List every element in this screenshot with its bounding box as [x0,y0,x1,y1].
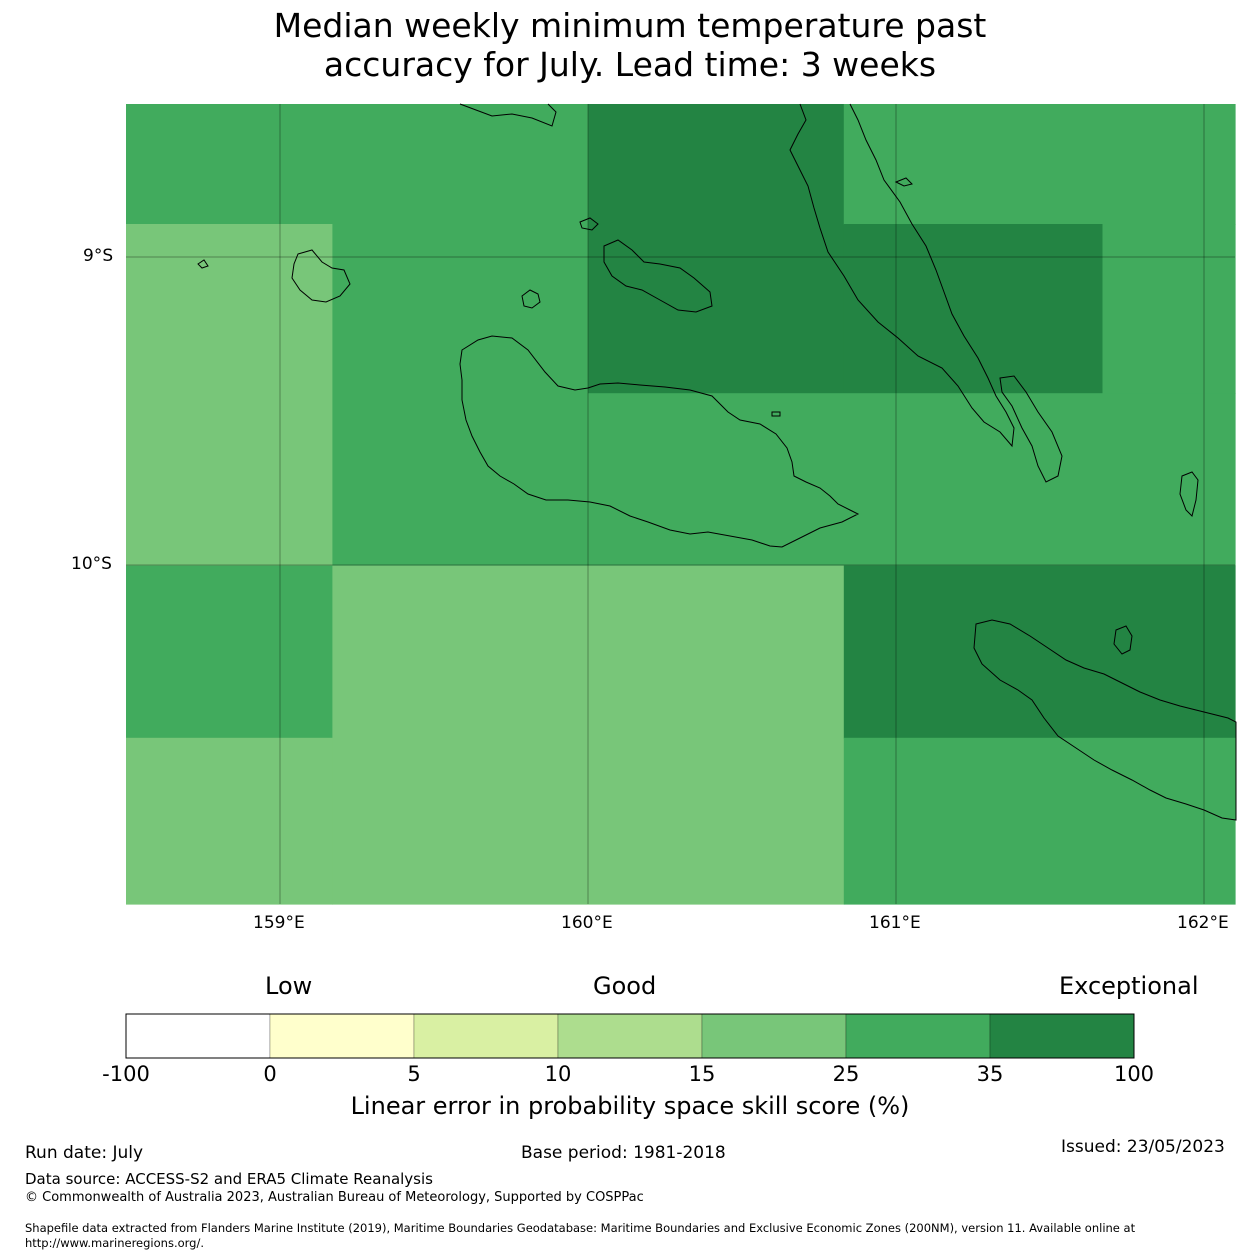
skill-cell [843,565,1236,739]
coastline-santa-isabel-tip [459,103,557,127]
chart-title-line-1: Median weekly minimum temperature past [273,6,987,45]
colorbar-tick: 0 [263,1062,277,1086]
skill-cells [126,104,1236,905]
skill-cell [126,224,333,567]
chart-title-line-2: accuracy for July. Lead time: 3 weeks [323,45,937,84]
lon-tick-161e: 161°E [869,913,921,933]
lon-tick-160e: 160°E [561,913,613,933]
skill-cell [126,737,333,905]
lon-tick-162e: 162°E [1177,913,1229,933]
coastlines [197,103,1237,821]
skill-cell [1102,224,1236,394]
issued-date: Issued: 23/05/2023 [1061,1137,1225,1157]
coastline-savo [521,289,541,309]
coastline-russell-islands [291,249,351,303]
coastline-guadalcanal [459,335,860,548]
coastline-florida-islands [603,239,713,313]
colorbar-tick: 15 [688,1062,716,1086]
coastline-islet-1 [197,259,209,269]
lon-tick-159e: 159°E [253,913,305,933]
colorbar-label: Linear error in probability space skill … [350,1092,910,1120]
coastline-makira [973,619,1237,821]
skill-cell [843,737,1236,905]
shapefile-credit-line-1: Shapefile data extracted from Flanders M… [25,1221,1136,1235]
coastline-small-malaita [999,375,1063,483]
coastline-malaita [789,103,1015,448]
coastline-islet-3 [894,177,913,187]
colorbar-tick: 100 [1113,1062,1155,1086]
base-period: Base period: 1981-2018 [521,1143,726,1163]
coastline-ugi-island [1113,625,1133,655]
skill-cell [843,224,1104,394]
skill-cell [126,565,333,739]
coastline-ulawa-island [1179,471,1199,517]
colorbar-tick: 25 [832,1062,860,1086]
colorbar-tick: 35 [976,1062,1004,1086]
skill-cell [332,224,589,567]
skill-cell [332,565,845,905]
colorbar-heading-good: Good [593,972,657,1000]
gridlines [126,104,1235,904]
lat-tick-10s: 10°S [71,554,112,574]
coastline-islet-4 [771,411,781,417]
colorbar-tick: -100 [102,1062,150,1086]
skill-cell [588,104,845,394]
shapefile-credit-line-2: http://www.marineregions.org/. [25,1236,204,1250]
coastline-islet-2 [579,217,599,231]
colorbar-tick: 5 [407,1062,421,1086]
colorbar-heading-low: Low [265,972,313,1000]
lat-tick-9s: 9°S [83,246,114,266]
colorbar-heading-exceptional: Exceptional [1059,972,1199,1000]
skill-cell [588,393,1236,567]
copyright: © Commonwealth of Australia 2023, Austra… [25,1190,644,1205]
data-source: Data source: ACCESS-S2 and ERA5 Climate … [25,1170,433,1188]
run-date: Run date: July [25,1143,144,1163]
skill-cell [126,104,589,225]
colorbar-tick: 10 [544,1062,572,1086]
skill-cell [843,104,1236,225]
